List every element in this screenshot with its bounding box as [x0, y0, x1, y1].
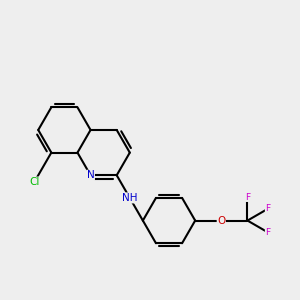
Text: O: O [217, 216, 226, 226]
Text: NH: NH [122, 193, 137, 203]
Text: Cl: Cl [29, 177, 40, 187]
Text: F: F [265, 228, 270, 237]
Text: F: F [265, 204, 270, 213]
Text: F: F [245, 193, 250, 202]
Text: N: N [87, 170, 94, 180]
